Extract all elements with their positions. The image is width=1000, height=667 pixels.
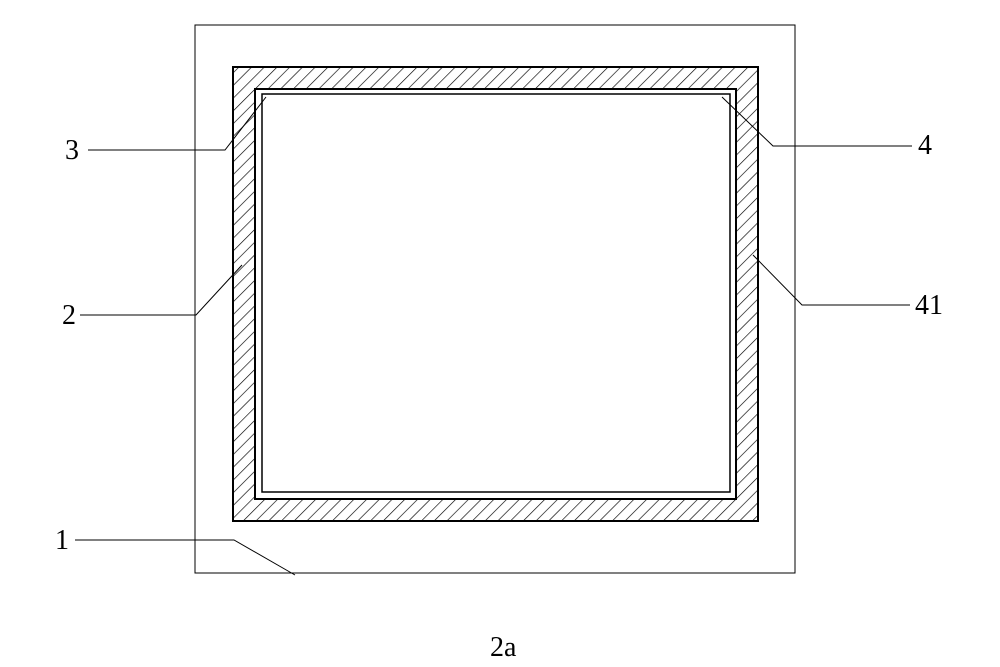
label-1: 1	[55, 525, 69, 557]
hatched-frame-inner-border	[255, 89, 736, 499]
outer-box	[195, 25, 795, 573]
leader-line-1	[75, 540, 295, 575]
leader-line-41	[753, 255, 910, 305]
figure-label: 2a	[490, 632, 516, 664]
leader-line-2	[80, 265, 242, 315]
label-41: 41	[915, 290, 943, 322]
inner-line-frame	[262, 94, 730, 492]
label-2: 2	[62, 300, 76, 332]
hatched-frame-outer-border	[233, 67, 758, 521]
label-4: 4	[918, 130, 932, 162]
diagram-canvas	[0, 0, 1000, 667]
hatched-frame-fill	[233, 67, 758, 521]
label-3: 3	[65, 135, 79, 167]
